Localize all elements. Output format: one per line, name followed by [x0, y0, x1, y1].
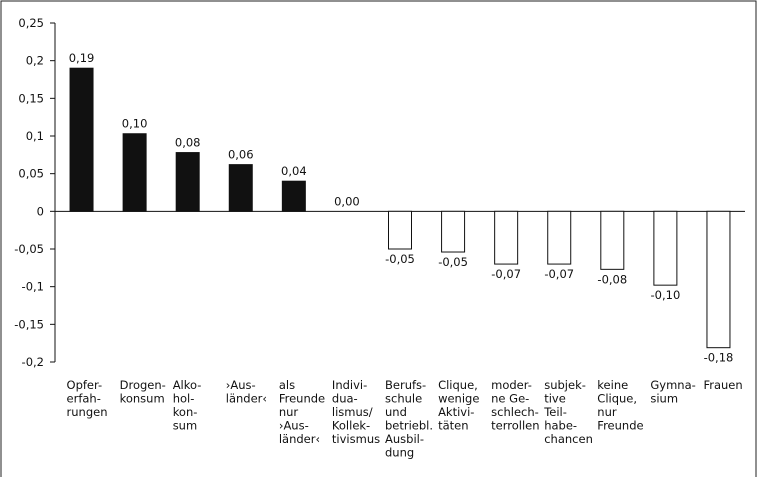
x-tick-line: länder‹	[226, 392, 267, 406]
bar	[122, 133, 147, 212]
value-label: -0,05	[438, 255, 468, 269]
x-tick-label: Berufs-schule und betriebl. Ausbil-dung	[385, 378, 433, 460]
x-tick-line: Frauen	[703, 378, 742, 392]
x-tick-label: Clique, wenige Aktivi-täten	[438, 378, 479, 433]
x-tick-line: Ausbil-	[385, 432, 424, 446]
x-tick-label: Opfer-erfah-rungen	[67, 378, 108, 419]
bar	[281, 180, 306, 212]
x-tick-label: subjek-tive Teil-habe-chancen	[543, 378, 593, 446]
bar	[494, 210, 519, 265]
x-tick-line: Drogen-	[120, 378, 166, 392]
x-tick-line: täten	[438, 419, 468, 433]
x-tick-label: moder-ne Ge-schlech-terrollen	[491, 378, 539, 433]
bar	[69, 67, 94, 212]
x-tick-line: ne Ge-	[491, 392, 529, 406]
x-tick-label: als Freunde nur ›Aus-länder‹	[279, 378, 325, 446]
x-tick-label: Gymna-sium	[650, 378, 695, 406]
x-tick-line: tive	[544, 392, 566, 406]
x-tick-line: Teil-	[543, 405, 567, 419]
x-tick-label: Alko-hol-kon-sum	[173, 378, 202, 433]
x-tick-label: keine Clique, nur Freunde	[597, 378, 643, 433]
bar	[441, 210, 466, 253]
value-label: -0,05	[385, 252, 415, 266]
value-label: -0,07	[544, 267, 574, 281]
x-tick-line: als	[279, 378, 295, 392]
x-tick-line: Freunde	[597, 419, 643, 433]
x-tick-label: Drogen-konsum	[120, 378, 166, 406]
x-tick-line: Clique,	[597, 392, 637, 406]
x-tick-line: chancen	[544, 432, 593, 446]
bar	[653, 210, 678, 286]
bar	[388, 210, 412, 250]
x-tick-line: nur	[597, 405, 617, 419]
value-label: 0,19	[69, 51, 95, 65]
y-tick-label: -0,2	[22, 355, 44, 369]
x-tick-line: ›Aus-	[279, 419, 309, 433]
x-tick-line: Aktivi-	[438, 405, 474, 419]
x-tick-line: erfah-	[67, 392, 101, 406]
x-tick-line: keine	[597, 378, 628, 392]
x-tick-line: betriebl.	[385, 419, 433, 433]
x-tick-line: Gymna-	[650, 378, 695, 392]
y-tick-label: 0,05	[18, 167, 44, 181]
y-tick-label: 0,25	[18, 16, 44, 30]
x-tick-line: rungen	[67, 405, 108, 419]
x-tick-line: Clique,	[438, 378, 478, 392]
value-label: -0,07	[491, 267, 521, 281]
x-tick-line: lismus/	[332, 405, 373, 419]
y-tick-label: -0,1	[22, 280, 44, 294]
x-tick-line: und	[385, 405, 407, 419]
x-tick-line: nur	[279, 405, 299, 419]
x-tick-line: subjek-	[544, 378, 586, 392]
x-tick-line: kon-	[173, 405, 198, 419]
bar	[600, 210, 625, 270]
x-tick-line: konsum	[120, 392, 165, 406]
x-tick-line: habe-	[544, 419, 577, 433]
x-tick-line: moder-	[491, 378, 532, 392]
y-tick-label: -0,05	[14, 242, 44, 256]
x-tick-label: ›Aus-länder‹	[226, 378, 267, 406]
value-label: -0,18	[704, 351, 734, 365]
value-label: 0,00	[334, 194, 360, 208]
x-tick-line: Freunde	[279, 392, 325, 406]
x-tick-line: Alko-	[173, 378, 202, 392]
value-label: 0,08	[175, 136, 201, 150]
x-tick-line: ›Aus-	[226, 378, 256, 392]
value-label: 0,04	[281, 164, 307, 178]
x-tick-line: Kollek-	[332, 419, 370, 433]
x-tick-line: Berufs-	[385, 378, 426, 392]
bar	[175, 152, 200, 212]
x-tick-line: länder‹	[279, 432, 320, 446]
y-tick-label: 0	[37, 204, 44, 218]
x-tick-line: Indivi-	[332, 378, 367, 392]
value-label: -0,10	[651, 288, 681, 302]
x-tick-label: Indivi-dua-lismus/Kollek-tivismus	[332, 378, 380, 446]
value-label: 0,06	[228, 148, 254, 162]
bar	[547, 210, 572, 265]
x-tick-line: Opfer-	[67, 378, 103, 392]
x-tick-line: dung	[385, 446, 414, 460]
x-tick-line: terrollen	[491, 419, 539, 433]
x-tick-line: hol-	[173, 392, 195, 406]
value-label: 0,10	[122, 117, 148, 131]
y-tick-label: 0,2	[26, 54, 44, 68]
y-tick-label: -0,15	[14, 317, 44, 331]
y-tick-label: 0,15	[18, 91, 44, 105]
x-tick-line: sum	[173, 419, 197, 433]
y-tick-label: 0,1	[26, 129, 44, 143]
x-tick-line: sium	[650, 392, 678, 406]
x-tick-label: Frauen	[703, 378, 742, 392]
value-label: -0,08	[597, 272, 627, 286]
x-tick-line: schule	[385, 392, 422, 406]
x-tick-line: schlech-	[491, 405, 539, 419]
bar	[228, 164, 253, 212]
x-tick-line: dua-	[332, 392, 358, 406]
x-tick-line: tivismus	[332, 432, 380, 446]
bar	[706, 210, 731, 349]
x-tick-line: wenige	[438, 392, 479, 406]
